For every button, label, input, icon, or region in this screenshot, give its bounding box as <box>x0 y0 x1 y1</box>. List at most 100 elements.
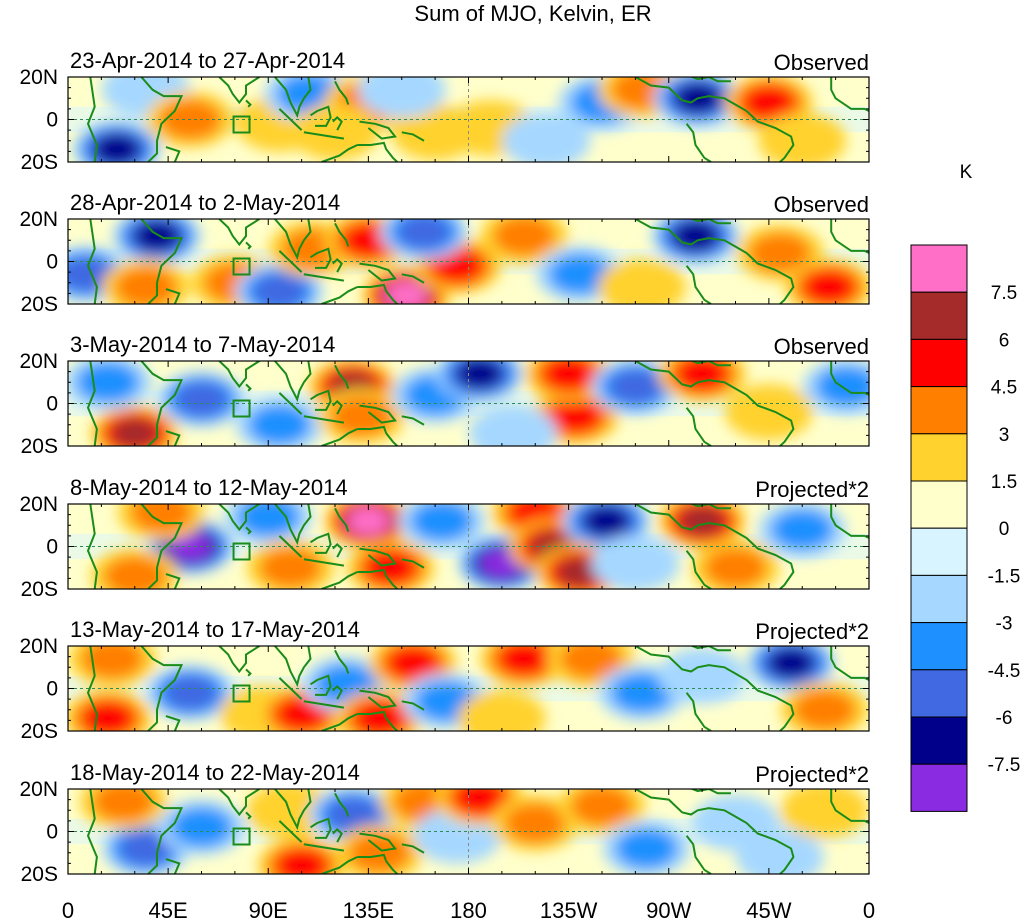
y-tick-label: 0 <box>46 821 58 844</box>
colorbar-box <box>910 244 968 293</box>
panel-date-label: 23-Apr-2014 to 27-Apr-2014 <box>70 48 345 73</box>
colorbar-tick-label: -4.5 <box>988 661 1021 682</box>
coastline <box>334 507 350 532</box>
contour-blob <box>493 219 556 257</box>
coastline <box>830 219 869 254</box>
coastline <box>245 668 252 677</box>
y-tick-label: 20N <box>19 635 58 658</box>
contour-blob <box>348 832 411 873</box>
coastline <box>359 547 397 567</box>
panel-1: 23-Apr-2014 to 27-Apr-2014 Observed 20N 0 20… <box>19 48 870 174</box>
y-tick-label: 20N <box>19 350 58 373</box>
coastline <box>274 219 312 261</box>
coastline <box>218 789 260 817</box>
contour-blob <box>130 504 193 533</box>
coastline <box>165 573 181 589</box>
coastline <box>634 219 795 304</box>
coastline <box>278 392 303 415</box>
x-tick-label: 180 <box>450 898 487 921</box>
coastline <box>303 843 345 852</box>
figure-title: Sum of MJO, Kelvin, ER <box>414 1 651 26</box>
coastlines <box>86 77 869 162</box>
colorbar-box <box>910 527 968 576</box>
colorbar-tick-label: -6 <box>996 708 1013 729</box>
panel-date-label: 3-May-2014 to 7-May-2014 <box>70 332 335 357</box>
colorbar: K 7.5 6 4.5 3 1.5 0 -1.5 -3 -4.5 -6 -7.5 <box>910 162 1021 812</box>
reference-box <box>232 115 251 134</box>
y-tick-label: 20N <box>19 208 58 231</box>
panel-blobs <box>79 789 869 874</box>
contour-blob <box>353 701 406 731</box>
contour-blob <box>498 646 550 676</box>
coastline <box>309 105 332 127</box>
coastline <box>830 504 869 539</box>
coastline <box>165 858 181 874</box>
contour-blob <box>793 689 856 730</box>
contour-blob <box>571 789 633 827</box>
panel-field-2 <box>68 219 869 304</box>
contour-blob <box>77 362 140 403</box>
contour-blob <box>357 77 446 118</box>
coastline <box>634 361 795 446</box>
colorbar-tick-label: 1.5 <box>991 472 1017 493</box>
contour-blob <box>724 384 813 440</box>
contour-blob <box>504 802 567 844</box>
y-tick-label: 20N <box>19 778 58 801</box>
colorbar-box <box>910 338 968 388</box>
contour-blob <box>611 672 674 713</box>
contour-blob <box>559 646 622 679</box>
contour-blob <box>736 829 824 874</box>
x-tick-label: 0 <box>62 898 74 921</box>
coastline <box>685 123 712 162</box>
coastline <box>245 383 252 392</box>
coastline <box>245 811 252 820</box>
coastline <box>401 273 425 284</box>
colorbar-tick-label: -7.5 <box>988 755 1021 776</box>
contour-blob <box>676 361 728 391</box>
coastline <box>274 361 312 403</box>
y-tick-label: 20N <box>19 66 58 89</box>
contour-blob <box>133 220 181 252</box>
x-tick-label: 45E <box>149 898 188 921</box>
coastline <box>685 692 712 731</box>
contour-blob <box>556 556 603 588</box>
colorbar-box <box>910 480 968 529</box>
coastline <box>218 646 260 674</box>
coastline <box>218 361 260 389</box>
coastline <box>332 400 343 415</box>
coastline <box>303 700 345 709</box>
coastline <box>359 689 397 709</box>
coastline <box>334 222 350 247</box>
coastline <box>245 241 252 250</box>
coastline <box>359 832 397 852</box>
panel-tag: Observed <box>774 334 869 359</box>
coastline <box>321 713 358 731</box>
colorbar-box <box>910 669 968 718</box>
coastline <box>357 425 398 446</box>
coastline <box>634 504 795 589</box>
panel-blobs <box>68 646 869 731</box>
coastline <box>334 649 350 674</box>
panel-tag: Projected*2 <box>755 477 869 502</box>
contour-blob <box>502 112 591 162</box>
reference-box <box>232 827 251 846</box>
coastlines <box>86 504 869 589</box>
contour-blob <box>803 269 855 304</box>
coastline <box>401 131 425 142</box>
panel-4: 8-May-2014 to 12-May-2014 Projected*2 20N 0… <box>19 475 870 601</box>
coastline <box>274 77 312 119</box>
x-tick-label: 135E <box>343 898 394 921</box>
coastline <box>357 141 398 162</box>
contour-blob <box>758 112 847 162</box>
panel-blobs <box>72 77 847 162</box>
coastline <box>332 543 343 558</box>
colorbar-box <box>910 291 968 340</box>
coastline <box>685 407 712 446</box>
panel-tag: Projected*2 <box>755 762 869 787</box>
colorbar-box <box>910 386 968 435</box>
coastline <box>359 262 397 282</box>
contour-blob <box>410 504 473 542</box>
coastline <box>278 535 303 558</box>
coastline <box>274 504 312 546</box>
coastline <box>218 77 260 105</box>
